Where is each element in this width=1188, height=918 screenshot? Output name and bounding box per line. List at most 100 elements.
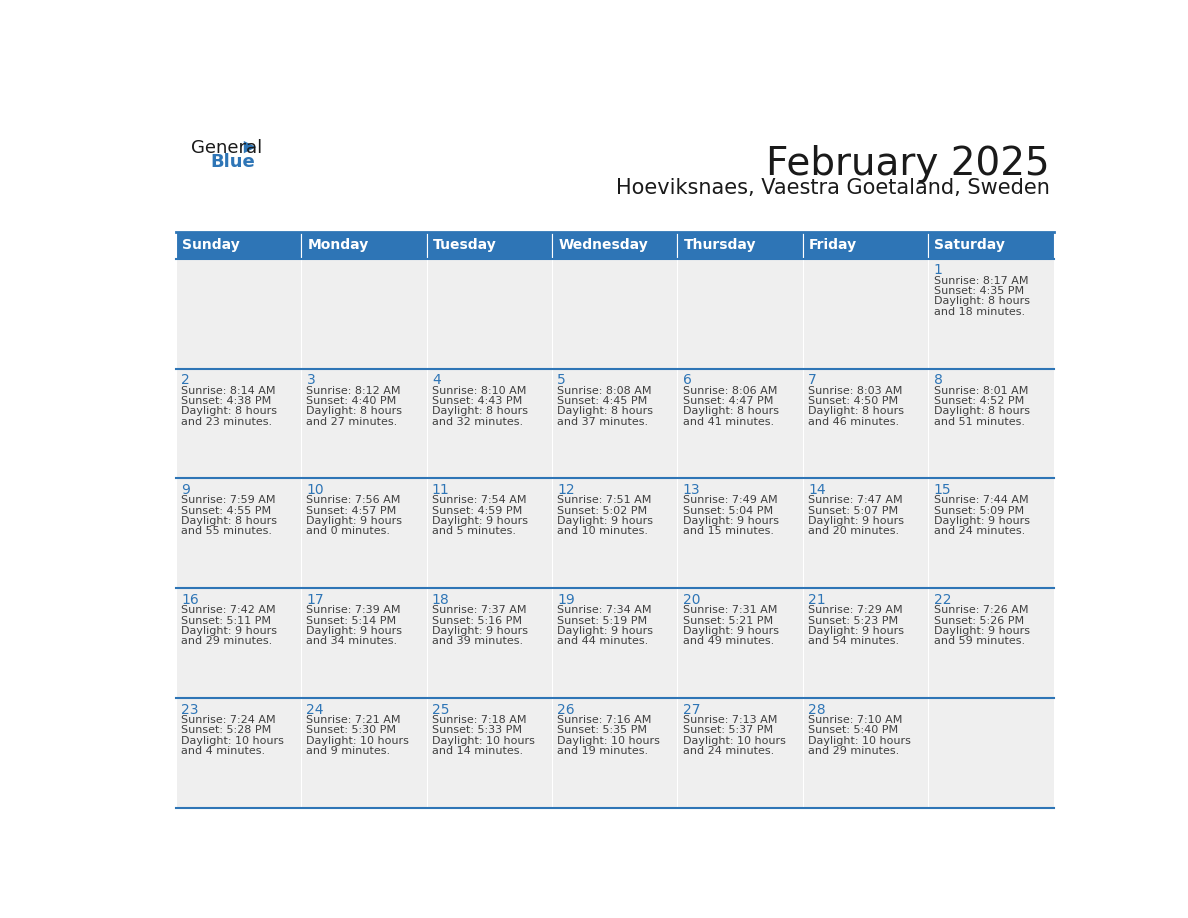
Text: Daylight: 8 hours: Daylight: 8 hours [432, 407, 527, 416]
Polygon shape [244, 141, 257, 153]
Bar [677, 588, 803, 698]
Text: Daylight: 9 hours: Daylight: 9 hours [683, 516, 779, 526]
Bar [928, 259, 1054, 368]
Text: Sunrise: 8:03 AM: Sunrise: 8:03 AM [808, 386, 903, 396]
Text: Sunrise: 8:06 AM: Sunrise: 8:06 AM [683, 386, 777, 396]
Bar [552, 259, 677, 368]
Bar [928, 588, 1054, 698]
Text: Daylight: 8 hours: Daylight: 8 hours [934, 297, 1030, 307]
Text: Sunset: 5:21 PM: Sunset: 5:21 PM [683, 615, 773, 625]
Text: and 23 minutes.: and 23 minutes. [181, 417, 272, 427]
Text: Sunrise: 8:01 AM: Sunrise: 8:01 AM [934, 386, 1028, 396]
Bar [301, 478, 426, 588]
Text: Daylight: 10 hours: Daylight: 10 hours [683, 735, 785, 745]
Text: Daylight: 10 hours: Daylight: 10 hours [432, 735, 535, 745]
Bar [552, 698, 677, 808]
Text: Daylight: 8 hours: Daylight: 8 hours [181, 516, 277, 526]
Text: and 9 minutes.: and 9 minutes. [307, 746, 391, 756]
Bar [803, 259, 928, 368]
Text: Sunrise: 7:26 AM: Sunrise: 7:26 AM [934, 605, 1028, 615]
Text: Sunset: 4:38 PM: Sunset: 4:38 PM [181, 396, 271, 406]
Bar [928, 698, 1054, 808]
Text: Sunrise: 7:51 AM: Sunrise: 7:51 AM [557, 496, 652, 505]
Text: and 49 minutes.: and 49 minutes. [683, 636, 775, 646]
Text: Sunset: 4:55 PM: Sunset: 4:55 PM [181, 506, 271, 516]
Bar [301, 698, 426, 808]
Text: 17: 17 [307, 593, 324, 607]
Text: Daylight: 10 hours: Daylight: 10 hours [307, 735, 410, 745]
Bar [803, 368, 928, 478]
Text: and 5 minutes.: and 5 minutes. [432, 527, 516, 536]
Text: and 29 minutes.: and 29 minutes. [808, 746, 899, 756]
Text: and 4 minutes.: and 4 minutes. [181, 746, 265, 756]
Bar [677, 232, 803, 259]
Text: Sunset: 5:11 PM: Sunset: 5:11 PM [181, 615, 271, 625]
Bar [301, 368, 426, 478]
Text: 6: 6 [683, 374, 691, 387]
Text: and 34 minutes.: and 34 minutes. [307, 636, 398, 646]
Text: Sunset: 5:04 PM: Sunset: 5:04 PM [683, 506, 773, 516]
Text: Daylight: 9 hours: Daylight: 9 hours [557, 516, 653, 526]
Bar [803, 698, 928, 808]
Text: Sunset: 5:14 PM: Sunset: 5:14 PM [307, 615, 397, 625]
Text: 5: 5 [557, 374, 567, 387]
Bar [176, 478, 301, 588]
Text: 7: 7 [808, 374, 817, 387]
Bar [301, 588, 426, 698]
Text: Wednesday: Wednesday [558, 239, 647, 252]
Text: Saturday: Saturday [935, 239, 1005, 252]
Text: Sunrise: 7:18 AM: Sunrise: 7:18 AM [432, 715, 526, 725]
Text: Sunrise: 7:16 AM: Sunrise: 7:16 AM [557, 715, 652, 725]
Text: Sunrise: 7:42 AM: Sunrise: 7:42 AM [181, 605, 276, 615]
Text: 24: 24 [307, 702, 324, 717]
Text: February 2025: February 2025 [766, 145, 1050, 183]
Text: Sunrise: 7:31 AM: Sunrise: 7:31 AM [683, 605, 777, 615]
Text: 22: 22 [934, 593, 952, 607]
Text: Sunrise: 7:47 AM: Sunrise: 7:47 AM [808, 496, 903, 505]
Text: 8: 8 [934, 374, 942, 387]
Text: Sunset: 5:30 PM: Sunset: 5:30 PM [307, 725, 397, 735]
Text: and 59 minutes.: and 59 minutes. [934, 636, 1025, 646]
Text: Sunrise: 7:10 AM: Sunrise: 7:10 AM [808, 715, 903, 725]
Text: Blue: Blue [210, 153, 255, 172]
Bar [301, 259, 426, 368]
Bar [928, 478, 1054, 588]
Text: Daylight: 9 hours: Daylight: 9 hours [808, 626, 904, 636]
Text: and 54 minutes.: and 54 minutes. [808, 636, 899, 646]
Bar [176, 232, 301, 259]
Text: Sunset: 5:28 PM: Sunset: 5:28 PM [181, 725, 271, 735]
Text: 13: 13 [683, 483, 701, 497]
Text: 23: 23 [181, 702, 198, 717]
Text: Sunrise: 8:14 AM: Sunrise: 8:14 AM [181, 386, 276, 396]
Bar [552, 368, 677, 478]
Text: and 15 minutes.: and 15 minutes. [683, 527, 773, 536]
Bar [677, 478, 803, 588]
Text: and 29 minutes.: and 29 minutes. [181, 636, 272, 646]
Text: and 51 minutes.: and 51 minutes. [934, 417, 1025, 427]
Text: Daylight: 9 hours: Daylight: 9 hours [808, 516, 904, 526]
Text: and 14 minutes.: and 14 minutes. [432, 746, 523, 756]
Text: and 55 minutes.: and 55 minutes. [181, 527, 272, 536]
Text: Sunrise: 8:08 AM: Sunrise: 8:08 AM [557, 386, 652, 396]
Bar [552, 478, 677, 588]
Bar [426, 698, 552, 808]
Bar [176, 368, 301, 478]
Bar [301, 232, 426, 259]
Text: and 19 minutes.: and 19 minutes. [557, 746, 649, 756]
Bar [677, 259, 803, 368]
Bar [426, 232, 552, 259]
Text: Daylight: 9 hours: Daylight: 9 hours [934, 516, 1030, 526]
Text: Daylight: 8 hours: Daylight: 8 hours [934, 407, 1030, 416]
Bar [803, 588, 928, 698]
Text: Daylight: 9 hours: Daylight: 9 hours [307, 516, 403, 526]
Text: Sunset: 5:02 PM: Sunset: 5:02 PM [557, 506, 647, 516]
Text: Daylight: 8 hours: Daylight: 8 hours [683, 407, 779, 416]
Text: 27: 27 [683, 702, 700, 717]
Text: Friday: Friday [809, 239, 858, 252]
Text: Sunrise: 7:29 AM: Sunrise: 7:29 AM [808, 605, 903, 615]
Text: Sunset: 4:59 PM: Sunset: 4:59 PM [432, 506, 523, 516]
Text: and 46 minutes.: and 46 minutes. [808, 417, 899, 427]
Text: 10: 10 [307, 483, 324, 497]
Text: Sunset: 5:07 PM: Sunset: 5:07 PM [808, 506, 898, 516]
Text: and 32 minutes.: and 32 minutes. [432, 417, 523, 427]
